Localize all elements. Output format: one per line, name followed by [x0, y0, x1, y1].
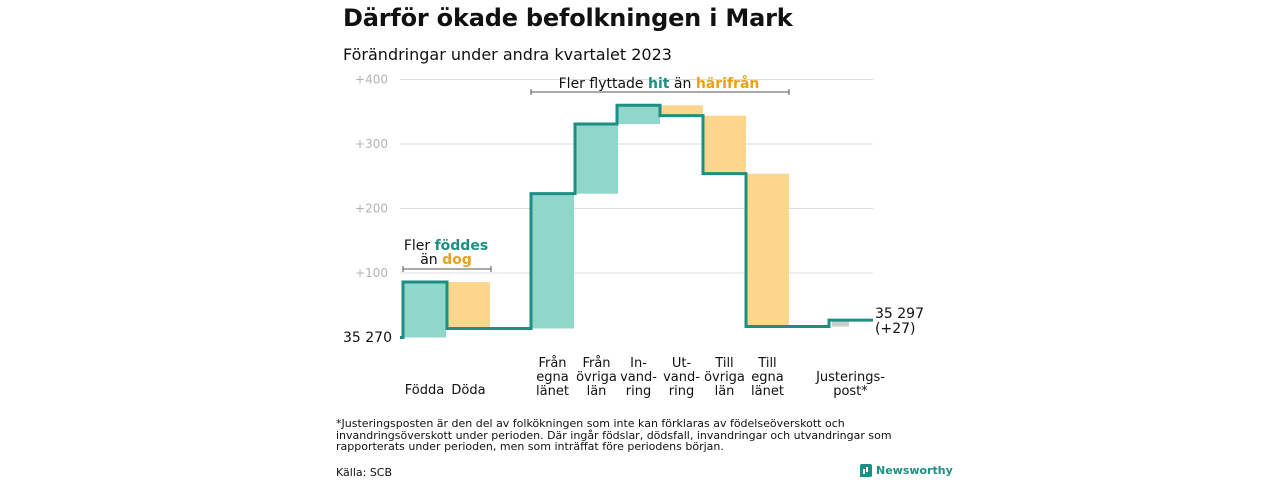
x-category-label: övriga — [576, 370, 617, 385]
source-text: Källa: SCB — [336, 466, 393, 479]
annotation-highlight-died: dog — [442, 252, 472, 268]
annotation-highlight: hit — [648, 76, 670, 92]
brand: Newsworthy — [860, 464, 953, 477]
chart-subtitle: Förändringar under andra kvartalet 2023 — [343, 45, 672, 64]
waterfall-bar — [746, 173, 789, 327]
waterfall-bar — [703, 115, 746, 174]
x-category-label: övriga — [704, 370, 745, 385]
waterfall-bar — [617, 105, 660, 125]
brand-name: Newsworthy — [876, 464, 953, 477]
y-tick-label: +400 — [355, 73, 388, 87]
x-category-label: Ut- — [672, 356, 692, 371]
y-tick-label: +200 — [355, 202, 388, 216]
annotation-text: Fler flyttade — [559, 76, 648, 92]
x-category-label: Till — [714, 356, 733, 371]
y-tick-label: +100 — [355, 266, 388, 280]
x-category-label: Döda — [451, 383, 485, 398]
waterfall-bar — [531, 193, 574, 329]
end-change-label: (+27) — [875, 321, 915, 337]
x-category-label: ring — [626, 384, 651, 399]
x-category-label: egna — [751, 370, 783, 385]
x-category-label: Från — [582, 356, 610, 371]
end-value-label: 35 297 — [875, 306, 924, 322]
newsworthy-logo-icon — [860, 464, 872, 477]
x-category-label: ring — [669, 384, 694, 399]
waterfall-bar — [832, 320, 849, 327]
x-category-label: Från — [538, 356, 566, 371]
x-category-label: vand- — [663, 370, 700, 385]
annotation-migration: Fler flyttade hit än härifrån — [559, 75, 760, 92]
waterfall-bar — [575, 124, 618, 194]
x-category-label: Till — [757, 356, 776, 371]
y-tick-label: +300 — [355, 137, 388, 151]
waterfall-bar — [660, 105, 703, 116]
x-category-label: egna — [536, 370, 568, 385]
chart-title: Därför ökade befolkningen i Mark — [343, 4, 793, 32]
x-category-label: vand- — [620, 370, 657, 385]
waterfall-bar — [447, 282, 490, 329]
annotation-births-line2: än dog — [420, 252, 472, 268]
x-category-label: länet — [751, 384, 784, 399]
annotation-text: än — [669, 76, 695, 92]
x-category-label: post* — [833, 384, 868, 399]
waterfall-chart: +100 +200 +300 +400 35 270 35 297(+27) Födda D… — [343, 73, 924, 400]
waterfall-bar — [403, 282, 446, 338]
cumulative-step-line — [400, 103, 873, 339]
x-category-label: län — [587, 384, 607, 399]
footnote: *Justeringsposten är den del av folkökni… — [336, 417, 892, 453]
annotation-highlight-born: föddes — [435, 238, 489, 254]
annotation-highlight: härifrån — [696, 75, 760, 92]
start-value-label: 35 270 — [343, 330, 392, 346]
x-category-label: In- — [630, 356, 647, 371]
annotation-text: än — [420, 252, 442, 268]
x-category-label: länet — [536, 384, 569, 399]
x-category-label: Justerings- — [815, 370, 885, 385]
annotation-births-line1: Fler föddes — [404, 238, 488, 254]
x-category-label: Födda — [405, 383, 444, 398]
annotation-text: Fler — [404, 238, 435, 254]
x-category-label: län — [715, 384, 735, 399]
